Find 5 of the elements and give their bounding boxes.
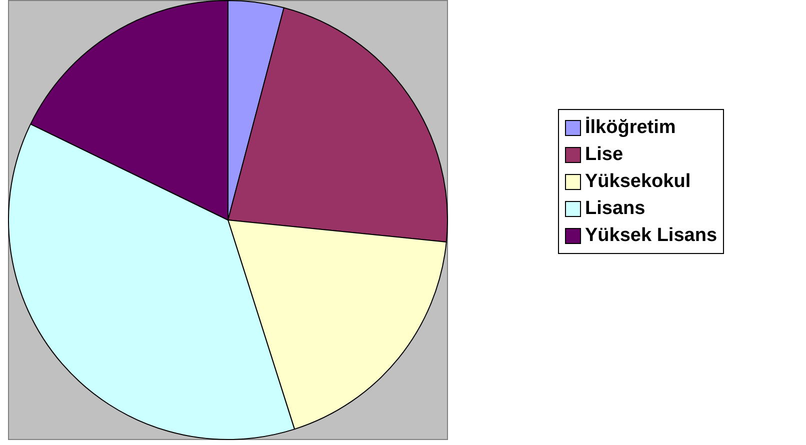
legend-label: Yüksekokul [585, 170, 691, 194]
legend-label: İlköğretim [585, 116, 676, 140]
legend-label: Lise [585, 143, 624, 167]
legend-label: Lisans [585, 197, 646, 221]
legend-label: Yüksek Lisans [585, 224, 718, 248]
